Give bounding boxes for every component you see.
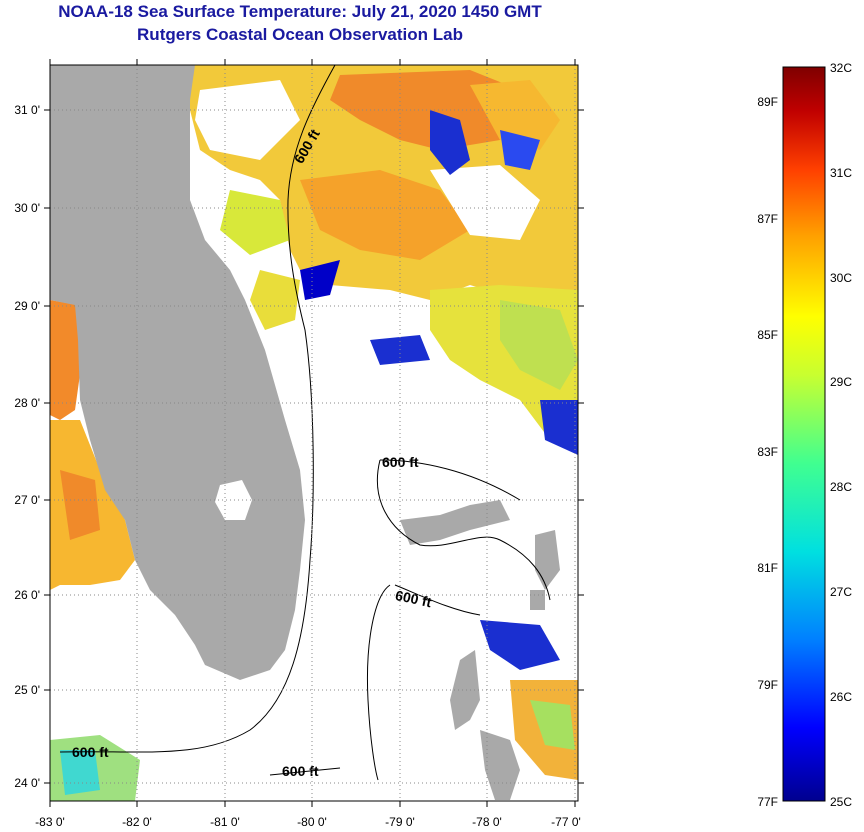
depth-contours	[59, 65, 551, 781]
lon-label: -80 0'	[297, 815, 327, 829]
colorbar-celsius-label: 27C	[830, 585, 852, 599]
lat-label: 24 0'	[14, 776, 40, 790]
lon-label: -83 0'	[35, 815, 65, 829]
map-subtitle: Rutgers Coastal Ocean Observation Lab	[137, 25, 463, 44]
colorbar-celsius-label: 28C	[830, 480, 852, 494]
colorbar-fahrenheit-label: 87F	[757, 212, 778, 226]
colorbar-fahrenheit-label: 89F	[757, 95, 778, 109]
lon-label: -79 0'	[385, 815, 415, 829]
lon-label: -81 0'	[210, 815, 240, 829]
lat-label: 31 0'	[14, 103, 40, 117]
sst-data-east	[370, 285, 578, 780]
graticule	[50, 65, 578, 801]
abaco	[535, 530, 560, 590]
colorbar-fahrenheit-label: 85F	[757, 328, 778, 342]
lat-label: 25 0'	[14, 683, 40, 697]
contour-label: 600 ft	[72, 744, 109, 760]
lat-label: 30 0'	[14, 201, 40, 215]
lat-label: 27 0'	[14, 493, 40, 507]
colorbar-fahrenheit-label: 81F	[757, 561, 778, 575]
grand-bahama	[400, 500, 510, 545]
colorbar-fahrenheit-label: 77F	[757, 795, 778, 809]
lat-label: 28 0'	[14, 396, 40, 410]
contour-label: 600 ft	[394, 587, 433, 610]
lat-label: 29 0'	[14, 299, 40, 313]
contour-label: 600 ft	[282, 763, 319, 779]
lon-label: -82 0'	[122, 815, 152, 829]
colorbar-celsius-label: 26C	[830, 690, 852, 704]
colorbar-fahrenheit-label: 83F	[757, 445, 778, 459]
colorbar-celsius-label: 32C	[830, 61, 852, 75]
lake-okeechobee	[215, 480, 252, 520]
colorbar-celsius-label: 29C	[830, 375, 852, 389]
colorbar-celsius-label: 31C	[830, 166, 852, 180]
sst-data-north	[190, 65, 578, 330]
axis-ticks	[44, 59, 584, 807]
colorbar-celsius-label: 25C	[830, 795, 852, 809]
map-title: NOAA-18 Sea Surface Temperature: July 21…	[58, 2, 542, 21]
berry-islands	[530, 590, 545, 610]
lat-label: 26 0'	[14, 588, 40, 602]
colorbar-celsius-label: 30C	[830, 271, 852, 285]
map-frame	[49, 64, 579, 802]
lon-label: -78 0'	[472, 815, 502, 829]
colorbar	[782, 66, 826, 802]
andros	[450, 650, 480, 730]
lon-label: -77 0'	[551, 815, 581, 829]
colorbar-fahrenheit-label: 79F	[757, 678, 778, 692]
florida-land	[50, 65, 305, 680]
